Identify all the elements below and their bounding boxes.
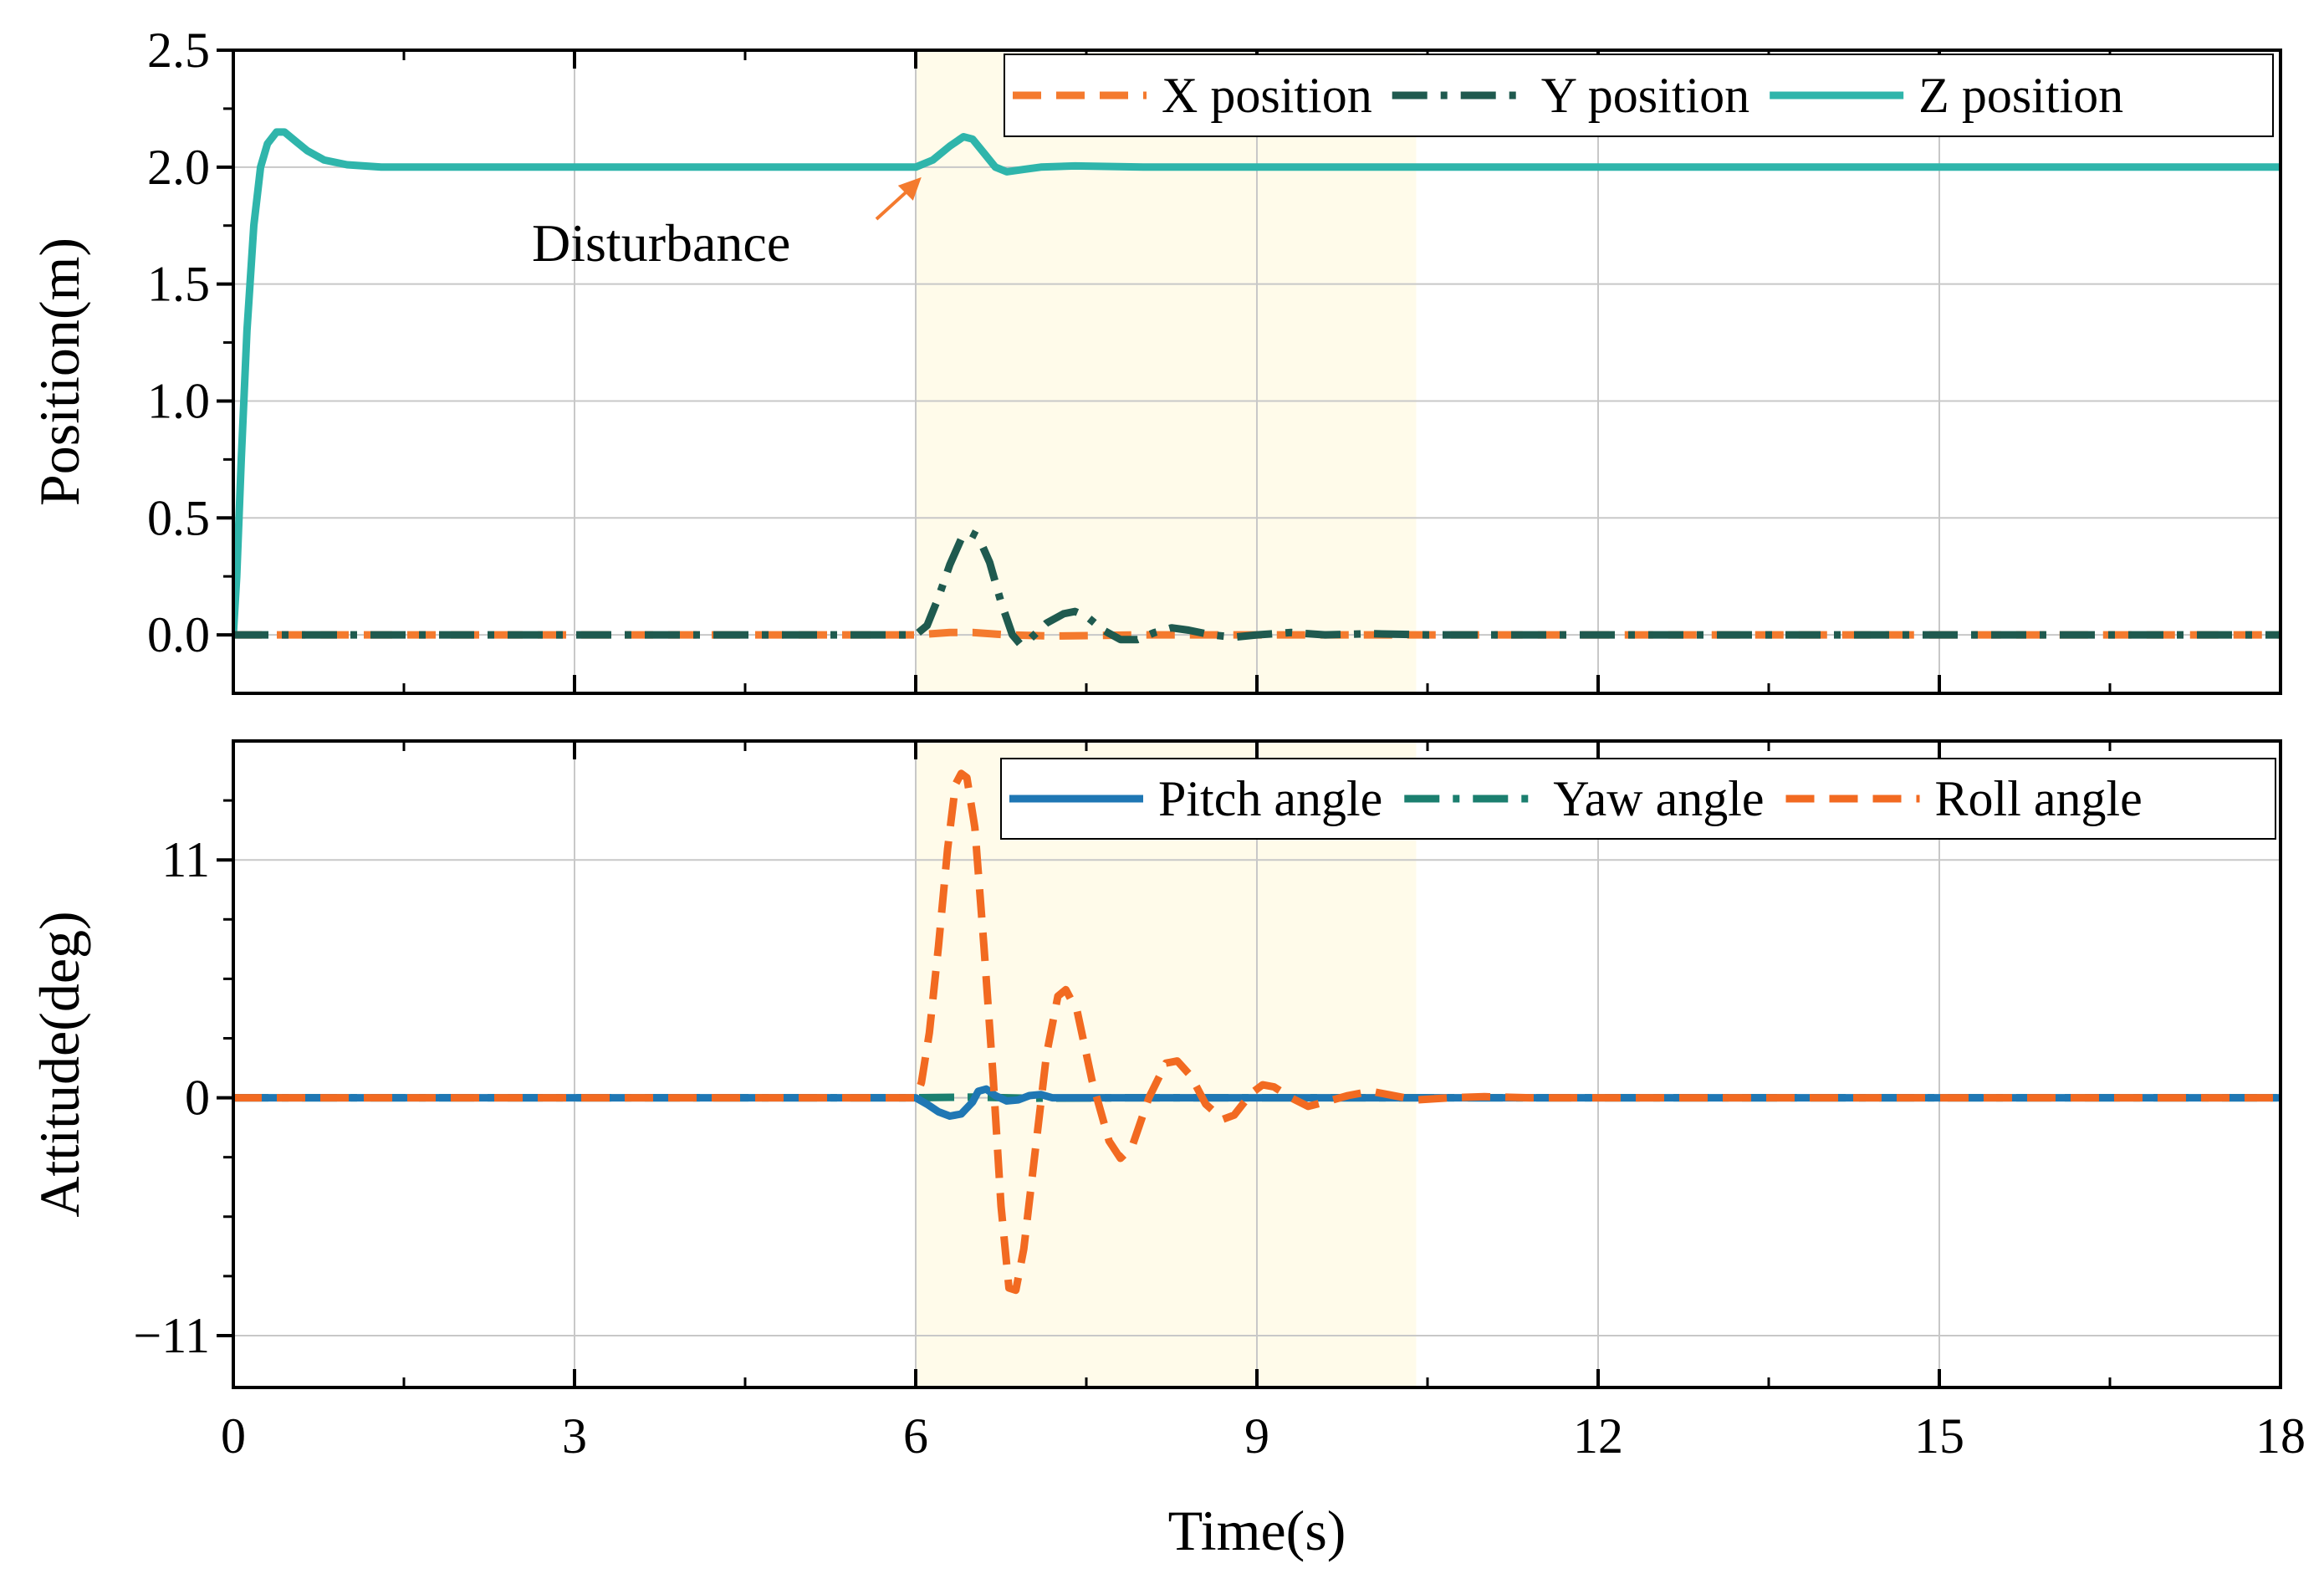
legend-box: [1000, 758, 2276, 840]
y-tick-label: −11: [133, 1308, 210, 1363]
x-tick-label: 12: [1573, 1408, 1623, 1464]
y-axis-title: Position(m): [28, 238, 91, 506]
legend-label: Yaw angle: [1553, 771, 1764, 826]
x-tick-label: 15: [1914, 1408, 1964, 1464]
series-group: [233, 769, 2281, 1295]
y-tick-label: 1.5: [147, 257, 210, 312]
y-axis-title: Attitude(deg): [28, 911, 91, 1217]
legend-label: X position: [1162, 68, 1372, 123]
y-tick-label: 2.5: [147, 23, 210, 78]
y-tick-label: 0: [185, 1071, 210, 1126]
x-tick-label: 0: [221, 1408, 246, 1464]
series-line-x-position: [233, 628, 2281, 640]
series-group: [233, 128, 2281, 648]
annotation-arrow-head: [897, 176, 922, 201]
y-tick-label: 11: [161, 832, 210, 887]
disturbance-shaded-region: [916, 741, 1417, 1387]
series-line-y-position: [233, 528, 2281, 648]
legend-label: Pitch angle: [1158, 771, 1382, 826]
series-line-roll-angle: [233, 769, 2281, 1295]
y-tick-label: 0.0: [147, 607, 210, 662]
y-tick-label: 1.0: [147, 373, 210, 428]
annotation-label: Disturbance: [532, 213, 790, 273]
legend: Pitch angle Yaw angle Roll angle: [1000, 758, 2276, 840]
y-tick-label: 2.0: [147, 140, 210, 195]
annotation-arrow-line: [875, 187, 912, 221]
series-line-pitch-angle: [233, 1085, 2281, 1120]
legend-label: Z position: [1918, 68, 2123, 123]
series-line-z-position: [233, 128, 2281, 636]
x-tick-label: 18: [2255, 1408, 2306, 1464]
legend: X position Y position Z position: [1004, 54, 2274, 137]
x-tick-label: 3: [562, 1408, 587, 1464]
x-axis-title: Time(s): [1168, 1499, 1346, 1562]
y-tick-label: 0.5: [147, 490, 210, 545]
legend-box: [1004, 54, 2274, 137]
disturbance-shaded-region: [916, 50, 1417, 693]
position-panel: 0.0 0.5 1.0 1.5 2.0 2.5 Position(m) X position Y…: [28, 23, 2282, 695]
legend-label: Roll angle: [1935, 771, 2143, 826]
legend-label: Y position: [1541, 68, 1749, 123]
x-tick-label: 6: [903, 1408, 928, 1464]
x-tick-label: 9: [1244, 1408, 1269, 1464]
